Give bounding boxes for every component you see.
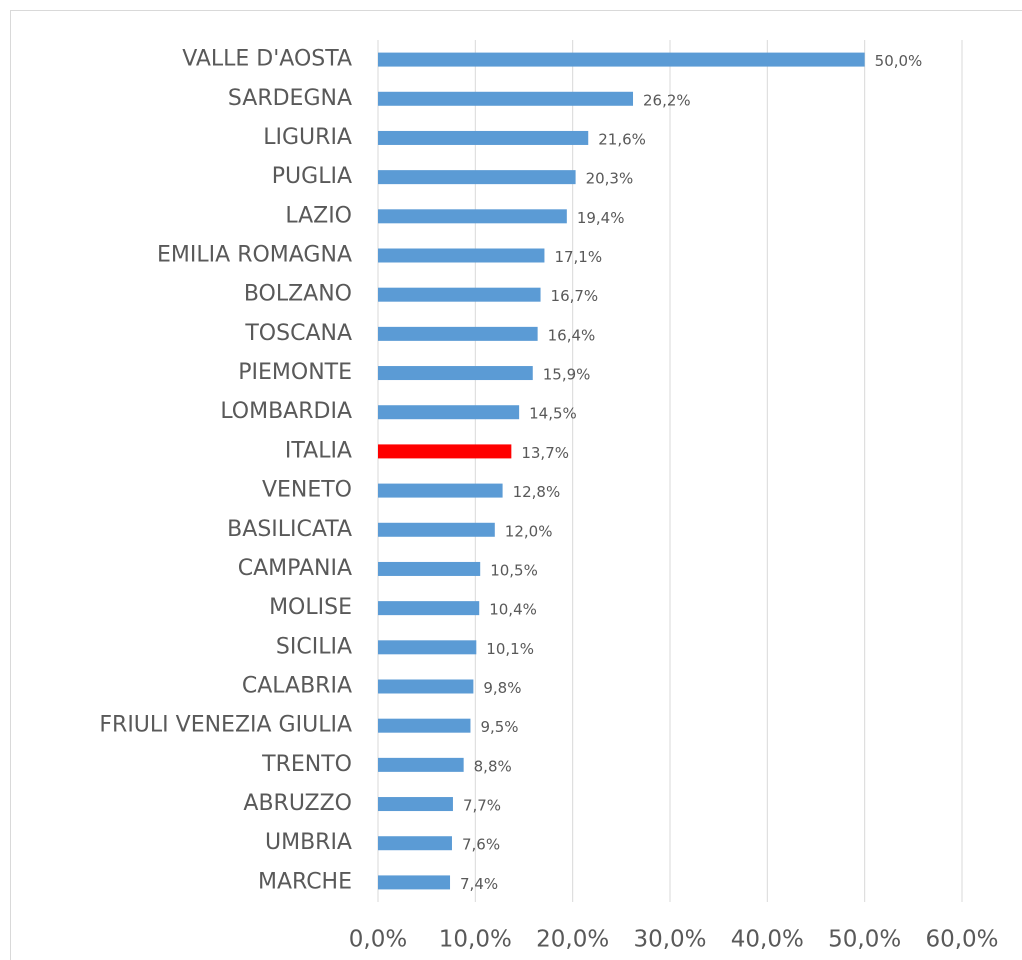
data-label: 20,3% [586, 170, 634, 188]
y-tick-label: VENETO [262, 478, 352, 503]
bar [378, 248, 545, 263]
y-tick-label: FRIULI VENEZIA GIULIA [99, 713, 352, 738]
y-tick-label: PUGLIA [272, 164, 352, 189]
bar [378, 718, 471, 733]
y-tick-label: PIEMONTE [238, 360, 352, 385]
bar [378, 326, 538, 341]
data-label: 10,1% [486, 640, 534, 658]
bar [378, 875, 451, 890]
y-tick-label: UMBRIA [265, 830, 352, 855]
x-tick-label: 30,0% [633, 927, 706, 953]
bar [378, 640, 477, 655]
bar [378, 757, 464, 772]
y-tick-label: EMILIA ROMAGNA [157, 243, 352, 268]
data-label: 10,4% [489, 601, 537, 619]
y-tick-label: TRENTO [261, 752, 352, 777]
x-tick-label: 60,0% [925, 927, 998, 953]
bar [378, 209, 567, 224]
bar [378, 522, 495, 537]
data-label: 21,6% [598, 130, 646, 148]
chart-border [10, 10, 1022, 960]
y-tick-label: LAZIO [285, 203, 352, 228]
y-tick-label: MARCHE [258, 869, 352, 894]
x-tick-label: 0,0% [349, 927, 407, 953]
y-tick-label: ABRUZZO [243, 791, 352, 816]
data-label: 14,5% [529, 405, 577, 423]
bar [378, 91, 634, 106]
y-tick-label: BASILICATA [227, 517, 352, 542]
data-label: 16,4% [548, 326, 596, 344]
y-tick-label: LIGURIA [263, 125, 352, 150]
data-label: 15,9% [543, 366, 591, 384]
y-tick-label: BOLZANO [244, 282, 352, 307]
data-label: 10,5% [490, 561, 538, 579]
y-tick-label: CAMPANIA [238, 556, 352, 581]
bar [378, 679, 474, 694]
y-tick-label: MOLISE [269, 595, 352, 620]
data-label: 12,8% [513, 483, 561, 501]
y-tick-label: TOSCANA [244, 321, 352, 346]
data-label: 8,8% [474, 757, 512, 775]
bar [378, 287, 541, 302]
data-label: 7,6% [462, 836, 500, 854]
data-label: 50,0% [875, 52, 923, 70]
x-tick-label: 20,0% [536, 927, 609, 953]
data-label: 9,5% [480, 718, 518, 736]
data-label: 26,2% [643, 91, 691, 109]
bar [378, 561, 481, 576]
bar [378, 405, 520, 420]
data-label: 17,1% [554, 248, 602, 266]
bar [378, 483, 503, 498]
bar [378, 836, 452, 851]
bar [378, 444, 512, 459]
x-tick-label: 10,0% [439, 927, 512, 953]
y-tick-label: SARDEGNA [228, 86, 352, 111]
bar [378, 52, 865, 67]
data-label: 12,0% [505, 522, 553, 540]
y-tick-label: SICILIA [276, 634, 352, 659]
data-label: 7,4% [460, 875, 498, 893]
data-label: 7,7% [463, 797, 501, 815]
y-tick-label: VALLE D'AOSTA [182, 47, 352, 72]
bar [378, 130, 589, 145]
bar [378, 601, 480, 616]
bar [378, 366, 533, 381]
x-tick-label: 40,0% [731, 927, 804, 953]
data-label: 19,4% [577, 209, 625, 227]
data-label: 9,8% [483, 679, 521, 697]
bar [378, 797, 453, 812]
y-tick-label: CALABRIA [242, 674, 352, 699]
y-tick-label: LOMBARDIA [220, 399, 352, 424]
y-tick-label: ITALIA [285, 438, 352, 463]
x-tick-label: 50,0% [828, 927, 901, 953]
data-label: 13,7% [521, 444, 569, 462]
bar [378, 170, 576, 185]
data-label: 16,7% [551, 287, 599, 305]
